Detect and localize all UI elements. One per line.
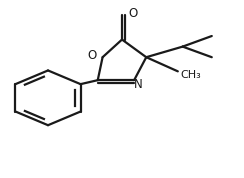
Text: N: N [133, 78, 142, 91]
Text: O: O [87, 49, 96, 62]
Text: O: O [128, 7, 137, 20]
Text: CH₃: CH₃ [180, 70, 201, 80]
